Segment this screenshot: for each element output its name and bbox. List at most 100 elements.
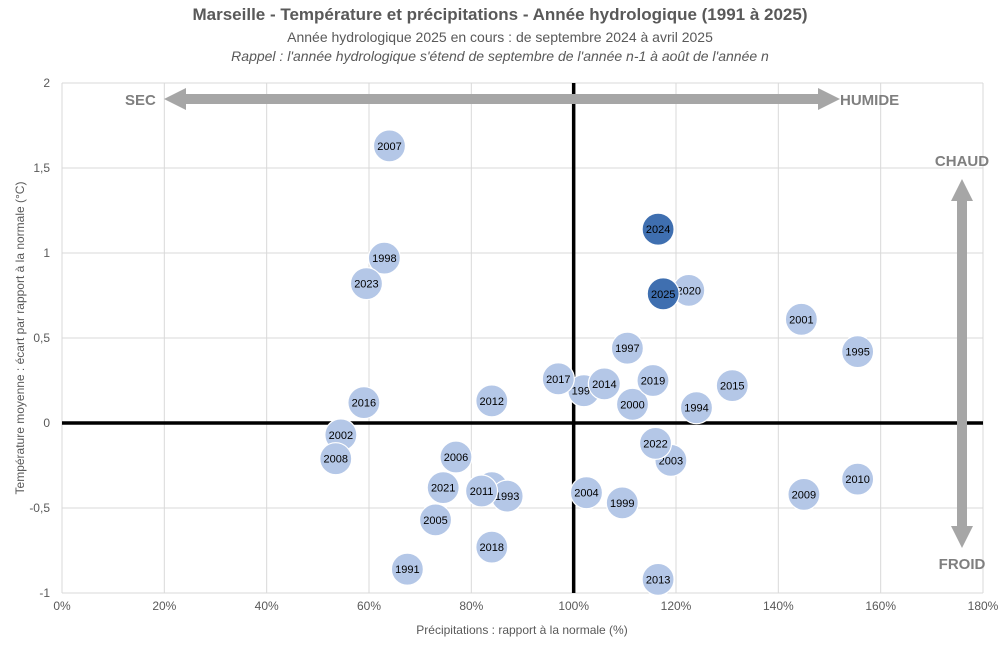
point-marker	[841, 462, 875, 496]
point-label: 2013	[646, 574, 670, 586]
data-point-1998: 1998	[367, 241, 401, 275]
point-label: 2007	[377, 141, 401, 153]
point-marker	[841, 335, 875, 369]
data-point-2010: 2010	[841, 462, 875, 496]
point-label: 1993	[495, 491, 519, 503]
chart-subtitle: Année hydrologique 2025 en cours : de se…	[287, 29, 713, 45]
annotation-sec: SEC	[125, 92, 156, 109]
x-tick-label: 60%	[357, 599, 381, 613]
x-tick-label: 140%	[763, 599, 794, 613]
point-marker	[641, 562, 675, 597]
point-label: 2003	[659, 455, 683, 467]
point-marker	[347, 386, 381, 420]
point-marker	[641, 212, 675, 246]
point-marker	[569, 476, 604, 510]
y-axis-label: Température moyenne : écart par rapport …	[13, 182, 27, 495]
point-label: 1999	[610, 498, 634, 510]
point-marker	[349, 267, 384, 301]
point-marker	[372, 129, 407, 163]
data-point-2020: 2020	[672, 273, 706, 307]
x-tick-label: 0%	[53, 599, 71, 613]
x-tick-label: 100%	[558, 599, 589, 613]
point-marker	[610, 331, 644, 365]
data-point-2001: 2001	[784, 302, 818, 336]
point-label: 2004	[574, 488, 598, 500]
y-tick-label: 2	[43, 76, 50, 90]
data-point-2014: 2014	[587, 367, 621, 401]
point-marker	[541, 362, 575, 396]
point-label: 1998	[372, 253, 396, 265]
data-point-2016: 2016	[347, 386, 381, 420]
data-point-2018: 2018	[475, 530, 509, 564]
x-tick-label: 160%	[865, 599, 896, 613]
point-marker	[636, 363, 670, 398]
data-point-2008: 2008	[319, 442, 353, 476]
data-point-1993: 1993	[490, 479, 524, 513]
data-point-2005: 2005	[418, 503, 453, 537]
point-label: 1994	[684, 403, 708, 415]
x-tick-label: 80%	[459, 599, 483, 613]
data-point-2019: 2019	[636, 363, 670, 398]
point-marker	[787, 477, 821, 511]
point-label: 2014	[592, 379, 616, 391]
data-point-2025: 2025	[646, 277, 680, 311]
annotation-chaud: CHAUD	[935, 153, 989, 170]
data-point-2015: 2015	[715, 369, 749, 403]
point-label: 2005	[423, 515, 447, 527]
point-label: 2017	[546, 374, 570, 386]
data-point-2017: 2017	[541, 362, 575, 396]
data-point-2023: 2023	[349, 267, 384, 301]
point-label: 2024	[646, 224, 670, 236]
y-tick-label: -0,5	[29, 501, 50, 515]
point-marker	[418, 503, 453, 537]
data-point-2000: 2000	[615, 387, 650, 421]
point-label: 2010	[845, 474, 869, 486]
point-marker	[784, 302, 818, 336]
x-axis-label: Précipitations : rapport à la normale (%…	[416, 623, 627, 637]
data-point-2024: 2024	[641, 212, 675, 246]
x-tick-label: 20%	[152, 599, 176, 613]
point-label: 2022	[643, 438, 667, 450]
data-point-2012: 2012	[475, 384, 509, 418]
y-tick-label: 1,5	[33, 161, 50, 175]
point-marker	[587, 367, 621, 401]
data-point-2004: 2004	[569, 476, 604, 510]
data-point-2013: 2013	[641, 562, 675, 597]
y-tick-label: 1	[43, 246, 50, 260]
point-label: 2002	[329, 430, 353, 442]
data-point-1994: 1994	[679, 391, 714, 425]
point-label: 2011	[470, 486, 494, 498]
data-point-2009: 2009	[787, 477, 821, 511]
point-marker	[615, 387, 650, 421]
point-label: 1991	[395, 564, 419, 576]
data-point-2007: 2007	[372, 129, 407, 163]
y-tick-label: 0,5	[33, 331, 50, 345]
point-label: 2012	[480, 396, 504, 408]
x-tick-label: 180%	[968, 599, 999, 613]
point-label: 2016	[352, 398, 376, 410]
data-point-2022: 2022	[638, 426, 673, 460]
point-marker	[715, 369, 749, 403]
data-point-2021: 2021	[426, 471, 460, 505]
point-marker	[439, 440, 473, 474]
point-marker	[646, 277, 680, 311]
point-marker	[475, 530, 509, 564]
x-tick-label: 40%	[255, 599, 279, 613]
data-point-2006: 2006	[439, 440, 473, 474]
point-label: 2001	[789, 314, 813, 326]
point-marker	[367, 241, 401, 275]
annotation-humide: HUMIDE	[840, 92, 899, 109]
point-label: 2015	[720, 381, 744, 393]
data-point-1991: 1991	[390, 552, 424, 586]
point-marker	[319, 442, 353, 476]
point-marker	[426, 471, 460, 505]
y-tick-label: 0	[43, 416, 50, 430]
point-label: 2019	[641, 376, 665, 388]
point-marker	[464, 474, 499, 508]
y-tick-label: -1	[39, 586, 50, 600]
point-label: 1997	[615, 343, 639, 355]
point-label: 2025	[651, 289, 675, 301]
data-point-1999: 1999	[605, 486, 639, 520]
chart-title: Marseille - Température et précipitation…	[192, 5, 808, 24]
point-marker	[475, 384, 509, 418]
